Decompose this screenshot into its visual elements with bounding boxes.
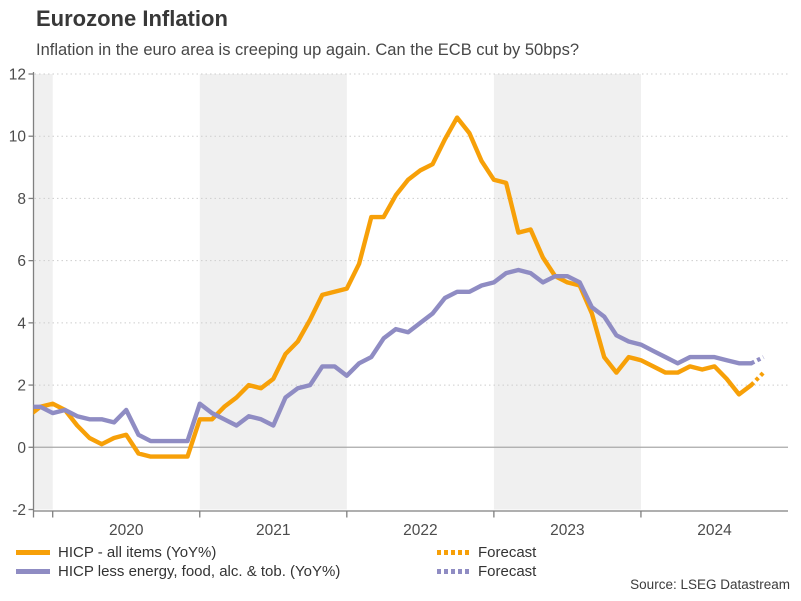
year-shading-bands <box>33 74 641 510</box>
series-forecast-forecast <box>750 355 765 366</box>
source-credit: Source: LSEG Datastream <box>630 577 790 592</box>
series-group <box>33 115 765 459</box>
x-tick-label: 2023 <box>550 522 584 539</box>
y-tick-label: 12 <box>9 67 26 84</box>
y-tick-label: 4 <box>17 315 26 332</box>
year-band <box>493 74 641 510</box>
series-forecast-forecast <box>749 371 765 387</box>
series-hicp-all-items-yoy <box>33 115 754 459</box>
gridlines <box>33 73 788 448</box>
core-forecast-swatch-icon <box>437 568 470 574</box>
hicp-line-swatch-icon <box>16 549 50 555</box>
core-line-swatch-icon <box>16 568 50 574</box>
series-hicp-less-energy-food-alc-tob-yoy <box>33 267 754 444</box>
legend-item-forecast-core: Forecast <box>437 562 537 580</box>
y-tick-label: 8 <box>17 191 26 208</box>
x-tick-label: 2020 <box>109 522 144 539</box>
hicp-forecast-swatch-icon <box>437 549 470 555</box>
legend-item-forecast-hicp: Forecast <box>437 543 537 561</box>
axes <box>28 72 788 518</box>
page-subtitle: Inflation in the euro area is creeping u… <box>36 41 580 59</box>
y-tick-label: 10 <box>9 129 27 146</box>
tick-labels: 12 10 8 6 4 2 0 -2 2020 2021 2022 2023 2024 <box>9 67 732 540</box>
x-tick-label: 2021 <box>256 522 290 539</box>
y-tick-label: -2 <box>12 502 26 519</box>
year-band <box>199 74 347 510</box>
legend-label-forecast-hicp: Forecast <box>478 543 537 561</box>
y-tick-label: 0 <box>17 440 26 457</box>
legend-label-hicp: HICP - all items (YoY%) <box>58 543 217 561</box>
x-tick-label: 2022 <box>403 522 437 539</box>
page-title: Eurozone Inflation <box>36 6 228 31</box>
legend-label-forecast-core: Forecast <box>478 562 537 580</box>
legend-label-core: HICP less energy, food, alc. & tob. (YoY… <box>58 562 341 580</box>
y-tick-label: 6 <box>17 253 26 270</box>
x-tick-label: 2024 <box>697 522 732 539</box>
legend-item-hicp: HICP - all items (YoY%) <box>16 543 217 561</box>
legend-item-core: HICP less energy, food, alc. & tob. (YoY… <box>16 562 341 580</box>
y-tick-label: 2 <box>17 378 26 395</box>
year-band <box>33 74 53 510</box>
